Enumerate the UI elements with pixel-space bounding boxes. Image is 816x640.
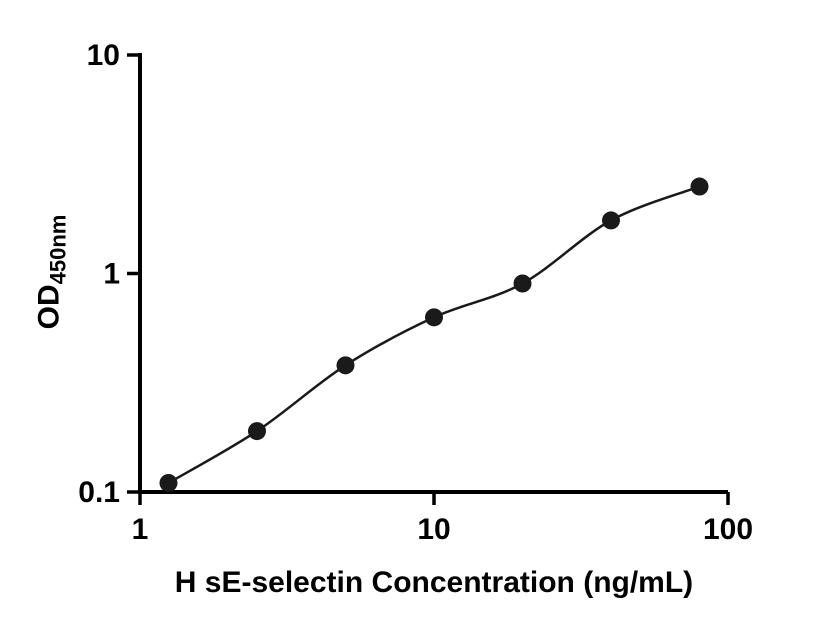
y-tick-label: 1 (103, 258, 120, 291)
fit-curve (167, 185, 700, 485)
y-tick-label: 0.1 (78, 476, 120, 509)
data-point (247, 422, 266, 441)
y-axis-title: OD450nm (33, 215, 72, 330)
y-axis-title-subscript: 450nm (45, 214, 71, 285)
x-tick-label: 100 (703, 513, 753, 546)
data-point (690, 177, 709, 196)
x-tick-label: 10 (417, 513, 450, 546)
x-axis-title: H sE-selectin Concentration (ng/mL) (174, 566, 694, 599)
x-tick-label: 1 (132, 513, 149, 546)
data-point (159, 473, 178, 492)
y-tick-label: 10 (87, 39, 120, 72)
y-axis-title-main: OD (32, 284, 66, 330)
data-point (513, 274, 532, 293)
data-point (336, 356, 355, 375)
axis-spine (138, 53, 728, 494)
data-point (425, 308, 443, 327)
data-point (602, 211, 621, 230)
